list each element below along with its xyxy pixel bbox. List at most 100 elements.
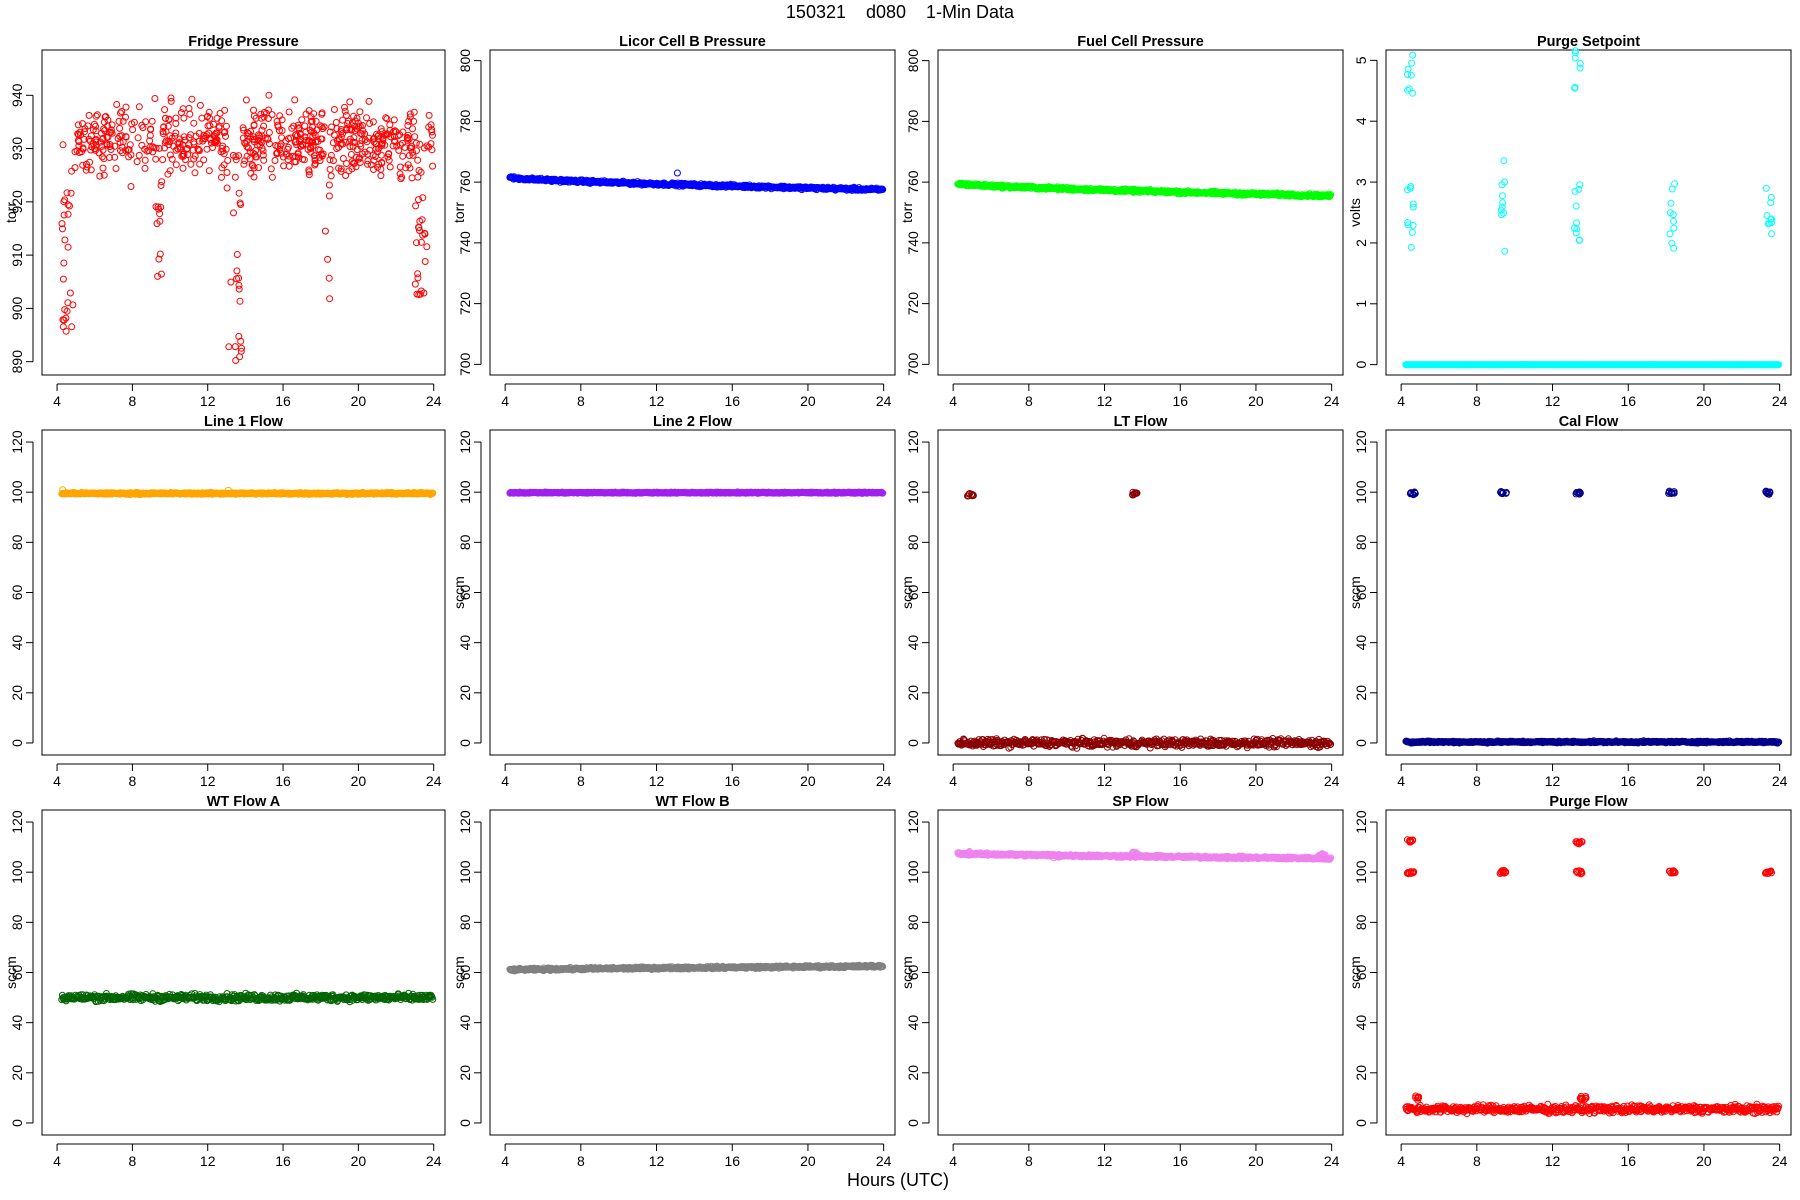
data-point [391, 138, 399, 146]
data-point [250, 173, 258, 181]
y-tick-label: 20 [9, 685, 25, 701]
data-point [350, 122, 358, 130]
data-point [318, 135, 326, 143]
y-tick-label: 740 [905, 231, 921, 255]
data-point [195, 146, 203, 154]
data-point [217, 148, 225, 156]
data-point [156, 210, 164, 218]
data-point [390, 116, 398, 124]
data-point [172, 120, 180, 127]
data-point [59, 141, 67, 149]
data-point [150, 144, 158, 152]
data-point [125, 153, 133, 161]
data-point [348, 165, 356, 173]
data-point [1405, 85, 1413, 93]
panel-title: Line 1 Flow [204, 414, 284, 430]
data-point [258, 132, 266, 140]
y-tick-label: 60 [1353, 585, 1369, 601]
panel-title: Licor Cell B Pressure [619, 34, 766, 50]
x-tick-label: 24 [1772, 773, 1788, 789]
data-point [427, 140, 435, 148]
x-tick-label: 24 [876, 773, 892, 789]
data-point [152, 203, 160, 211]
data-point [291, 96, 299, 104]
data-point [244, 132, 252, 140]
x-tick-label: 12 [1545, 773, 1561, 789]
data-point [259, 147, 267, 155]
data-point [1407, 243, 1415, 251]
data-point [210, 120, 217, 128]
y-tick-label: 100 [457, 480, 473, 504]
data-point [115, 117, 123, 125]
data-point [375, 144, 383, 152]
data-point [152, 155, 160, 163]
data-point [361, 136, 369, 144]
data-point [275, 127, 283, 135]
data-point [288, 124, 296, 132]
data-point [312, 117, 320, 125]
data-point [1409, 51, 1417, 59]
data-point [410, 117, 418, 125]
data-point [278, 127, 286, 134]
data-point [161, 106, 169, 114]
data-point [329, 139, 337, 147]
y-tick-label: 100 [1353, 480, 1369, 504]
y-tick-label: 60 [457, 585, 473, 601]
data-point [108, 121, 116, 129]
data-point [87, 132, 95, 140]
data-point [200, 156, 208, 164]
data-point [108, 129, 116, 137]
data-point [215, 122, 223, 130]
data-point [138, 141, 146, 149]
data-point [355, 123, 363, 131]
data-point [93, 111, 101, 119]
data-point [87, 146, 95, 154]
data-point [231, 343, 239, 351]
data-point [285, 162, 293, 170]
data-point [74, 121, 82, 129]
data-point [278, 134, 286, 142]
data-point [187, 160, 195, 168]
data-point [165, 116, 173, 124]
data-point [302, 128, 310, 136]
y-tick-label: 100 [9, 480, 25, 504]
plot-frame [41, 49, 446, 376]
data-point [117, 147, 124, 155]
data-point [280, 162, 288, 170]
data-point [66, 289, 74, 297]
data-point [203, 113, 211, 121]
x-tick-label: 12 [1097, 393, 1113, 409]
data-point [177, 143, 184, 151]
data-points [1402, 487, 1783, 747]
data-point [92, 122, 99, 130]
x-tick-label: 12 [200, 393, 216, 409]
y-tick-label: 100 [905, 480, 921, 504]
data-point [168, 155, 176, 163]
y-tick-label: 4 [1353, 117, 1369, 125]
data-point [224, 157, 232, 164]
data-point [159, 130, 167, 138]
data-point [130, 118, 138, 126]
data-point [71, 148, 79, 156]
data-point [363, 114, 370, 122]
data-point [299, 155, 306, 163]
x-tick-label: 24 [1324, 393, 1340, 409]
data-point [83, 160, 90, 168]
y-tick-label: 780 [905, 109, 921, 133]
x-tick-label: 12 [1545, 393, 1561, 409]
data-point [211, 132, 218, 140]
data-point [240, 160, 248, 168]
data-point [1327, 191, 1335, 199]
data-point [318, 109, 326, 117]
data-point [158, 178, 166, 186]
panel-title: Cal Flow [1559, 414, 1619, 430]
data-point [416, 140, 424, 148]
x-tick-label: 4 [53, 393, 61, 409]
data-point [1409, 200, 1417, 208]
plot-frame [1385, 49, 1792, 376]
data-point [134, 134, 142, 142]
data-point [218, 164, 226, 172]
data-point [355, 155, 363, 163]
